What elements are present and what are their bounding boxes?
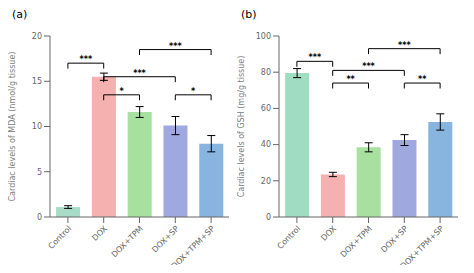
svg-text:Cardiac levels of MDA (nmol/g: Cardiac levels of MDA (nmol/g tissue) [8,52,17,202]
svg-text:80: 80 [261,68,271,77]
svg-text:20: 20 [32,32,42,41]
svg-text:***: *** [362,62,375,71]
svg-text:*: * [191,87,196,96]
svg-text:***: *** [133,69,146,78]
svg-text:DOX+SP: DOX+SP [150,224,181,255]
svg-text:DOX: DOX [90,224,109,243]
svg-text:***: *** [80,55,93,64]
svg-text:40: 40 [261,140,271,149]
html-text:(b): (b) [241,8,257,21]
html-text:(a): (a) [12,8,28,21]
svg-text:DOX+TPM: DOX+TPM [339,224,374,259]
svg-text:***: *** [398,41,411,50]
svg-text:15: 15 [32,77,42,86]
svg-text:5: 5 [37,168,42,177]
svg-text:DOX+TPM: DOX+TPM [110,224,145,259]
svg-text:Control: Control [47,224,74,251]
svg-text:DOX+SP: DOX+SP [379,224,410,255]
svg-text:100: 100 [256,32,271,41]
svg-text:60: 60 [261,104,271,113]
svg-text:20: 20 [261,177,271,186]
svg-text:0: 0 [266,213,271,222]
svg-text:**: ** [418,75,427,84]
svg-text:DOX: DOX [319,224,338,243]
svg-text:**: ** [346,75,355,84]
svg-text:***: *** [169,42,182,51]
svg-text:0: 0 [37,213,42,222]
svg-text:***: *** [309,53,322,62]
svg-text:10: 10 [32,122,42,131]
svg-text:Control: Control [276,224,303,251]
svg-text:DOX+TPM+SP: DOX+TPM+SP [170,224,217,265]
svg-text:DOX+TPM+SP: DOX+TPM+SP [399,224,446,265]
svg-text:Cardiac levels of GSH (mg/g ti: Cardiac levels of GSH (mg/g tissue) [237,56,246,198]
svg-text:*: * [120,87,125,96]
